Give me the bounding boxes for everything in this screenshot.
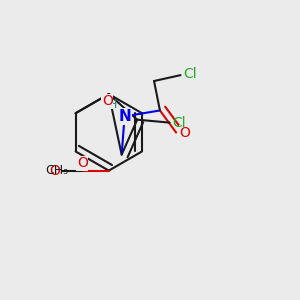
Text: H: H	[108, 98, 118, 111]
Text: Cl: Cl	[172, 116, 186, 130]
Text: O: O	[77, 156, 88, 170]
Text: O: O	[102, 94, 113, 108]
Text: CH₃: CH₃	[46, 164, 69, 177]
Text: O: O	[179, 126, 191, 140]
Text: Cl: Cl	[183, 67, 197, 81]
Text: N: N	[118, 109, 131, 124]
Text: O: O	[49, 164, 60, 178]
